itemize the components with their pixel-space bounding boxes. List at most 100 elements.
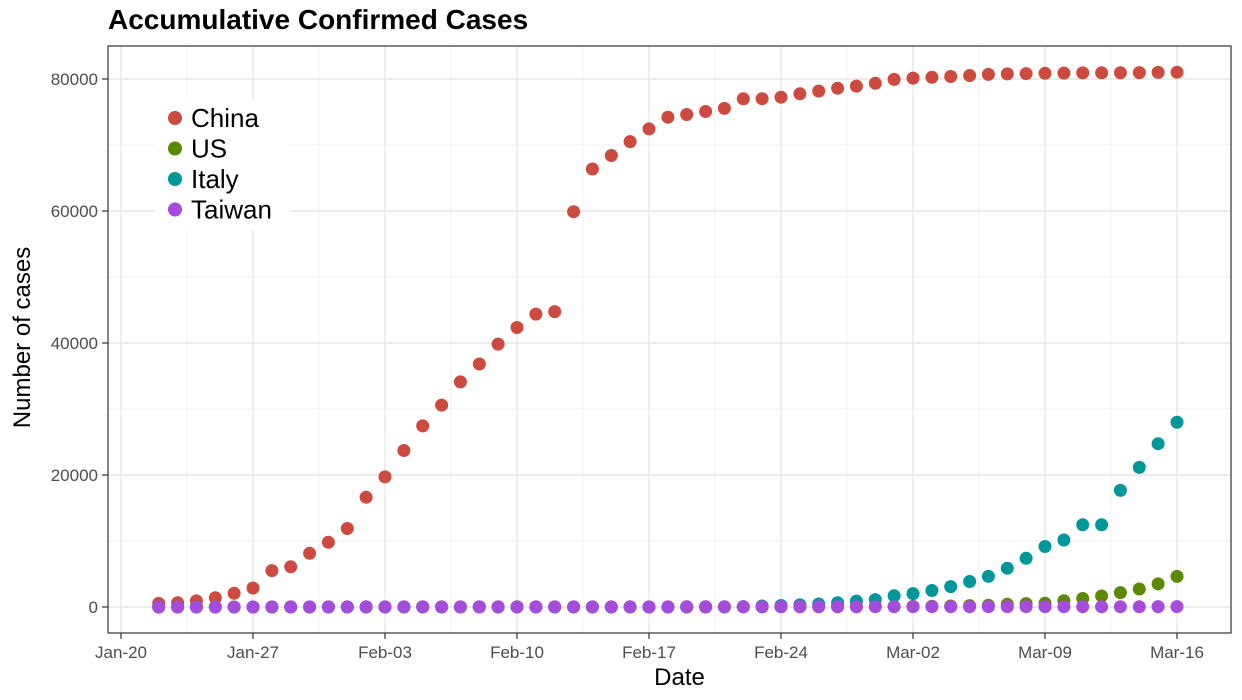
data-point-china — [510, 321, 524, 334]
legend-label-italy: Italy — [191, 164, 239, 194]
x-tick-label: Feb-03 — [358, 643, 412, 662]
plot-background — [108, 46, 1231, 633]
data-point-china — [699, 105, 713, 118]
plot-panel-border — [107, 45, 1232, 634]
data-point-italy — [887, 589, 901, 603]
y-tick-label: 40000 — [51, 334, 98, 353]
data-point-taiwan — [1113, 600, 1127, 614]
data-point-taiwan — [623, 600, 637, 614]
data-point-taiwan — [981, 600, 995, 614]
data-point-italy — [1170, 415, 1184, 429]
data-point-taiwan — [340, 600, 354, 614]
x-axis-title: Date — [654, 664, 705, 691]
data-point-china — [642, 122, 656, 136]
data-point-china — [303, 546, 317, 560]
data-point-taiwan — [717, 600, 731, 614]
data-point-taiwan — [812, 600, 826, 614]
data-point-china — [1057, 66, 1071, 80]
legend-key-italy — [168, 172, 182, 186]
axes: Jan-20 Jan-27 Feb-03 Feb-10 Feb-17 Feb-24 Mar-… — [51, 70, 1204, 662]
data-point-taiwan — [491, 600, 505, 614]
data-point-italy — [1095, 518, 1109, 532]
data-point-taiwan — [152, 600, 166, 614]
data-point-taiwan — [472, 600, 486, 614]
data-point-taiwan — [1132, 600, 1146, 614]
gridlines — [108, 46, 1231, 633]
y-tick-label: 20000 — [51, 466, 98, 485]
data-point-china — [944, 70, 958, 83]
data-point-china — [548, 305, 562, 319]
y-tick-label: 60000 — [51, 202, 98, 221]
data-point-taiwan — [397, 600, 411, 614]
data-point-taiwan — [755, 600, 769, 614]
data-point-taiwan — [435, 600, 449, 614]
data-point-italy — [1132, 460, 1146, 474]
data-point-china — [1170, 65, 1184, 79]
data-point-italy — [981, 569, 995, 583]
data-point-taiwan — [963, 600, 977, 614]
legend-key-china — [168, 111, 182, 125]
data-point-china — [1151, 65, 1165, 79]
x-tick-label: Jan-27 — [227, 643, 279, 662]
data-point-china — [567, 205, 581, 219]
data-point-italy — [1151, 437, 1165, 451]
data-point-italy — [1113, 483, 1127, 497]
data-point-italy — [1019, 551, 1033, 565]
data-point-taiwan — [208, 600, 222, 614]
data-point-taiwan — [416, 600, 430, 614]
data-point-italy — [1038, 540, 1052, 553]
data-point-taiwan — [906, 600, 920, 614]
data-point-italy — [963, 575, 977, 588]
data-point-italy — [1057, 533, 1071, 547]
x-tick-label: Feb-17 — [622, 643, 676, 662]
data-point-china — [1095, 66, 1109, 80]
data-point-taiwan — [284, 600, 298, 614]
x-tick-label: Mar-09 — [1018, 643, 1072, 662]
data-point-china — [246, 581, 260, 595]
series-taiwan — [152, 600, 1184, 614]
x-tick-label: Feb-24 — [754, 643, 808, 662]
data-point-us — [1113, 586, 1127, 600]
x-tick-label: Mar-16 — [1150, 643, 1204, 662]
data-point-china — [925, 70, 939, 84]
data-point-china — [793, 87, 807, 101]
data-point-china — [416, 419, 430, 433]
data-point-taiwan — [567, 600, 581, 614]
data-point-china — [359, 490, 373, 504]
data-point-china — [849, 79, 863, 93]
data-point-china — [1113, 66, 1127, 80]
data-point-china — [321, 535, 335, 549]
data-point-taiwan — [793, 600, 807, 614]
data-point-china — [661, 110, 675, 124]
data-point-taiwan — [1151, 600, 1165, 614]
data-point-china — [963, 69, 977, 82]
data-point-china — [284, 560, 298, 574]
data-point-china — [717, 101, 731, 115]
legend-label-china: China — [191, 103, 259, 133]
legend-key-us — [168, 141, 182, 156]
legend-key-taiwan — [168, 202, 182, 217]
data-point-china — [378, 470, 392, 484]
data-point-us — [1170, 569, 1184, 583]
data-point-china — [1038, 66, 1052, 80]
x-tick-label: Jan-20 — [95, 643, 147, 662]
data-point-taiwan — [1038, 600, 1052, 614]
data-point-taiwan — [944, 600, 958, 614]
data-point-italy — [1076, 518, 1090, 532]
data-point-china — [868, 76, 882, 90]
data-point-china — [831, 81, 845, 95]
data-point-taiwan — [736, 600, 750, 614]
data-point-taiwan — [774, 600, 788, 614]
data-point-taiwan — [680, 600, 694, 614]
data-point-taiwan — [1076, 600, 1090, 614]
legend-label-us: US — [191, 134, 227, 164]
data-point-taiwan — [642, 600, 656, 614]
data-points — [152, 65, 1184, 614]
x-tick-label: Mar-02 — [886, 643, 940, 662]
data-point-china — [453, 375, 467, 389]
data-point-china — [472, 357, 486, 371]
data-point-taiwan — [227, 600, 241, 614]
data-point-taiwan — [246, 600, 260, 614]
